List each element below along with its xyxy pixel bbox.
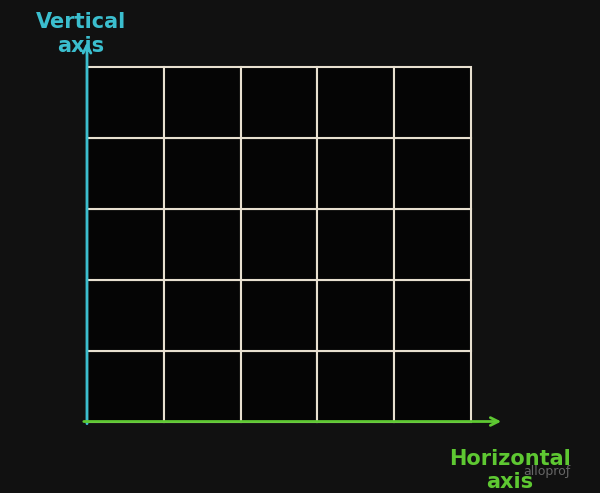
Bar xyxy=(241,280,317,351)
Text: Vertical
axis: Vertical axis xyxy=(36,12,126,56)
Bar xyxy=(87,209,164,280)
Bar xyxy=(317,351,394,422)
Bar xyxy=(164,67,241,138)
Bar xyxy=(241,209,317,280)
Bar xyxy=(317,209,394,280)
Text: Horizontal
axis: Horizontal axis xyxy=(449,449,571,492)
Bar xyxy=(87,280,164,351)
Bar xyxy=(241,138,317,209)
Bar xyxy=(164,280,241,351)
Bar xyxy=(394,280,471,351)
Bar xyxy=(87,138,164,209)
Bar xyxy=(394,351,471,422)
Bar xyxy=(241,351,317,422)
Bar xyxy=(164,209,241,280)
Bar xyxy=(241,67,317,138)
Bar xyxy=(394,138,471,209)
Text: alloproƒ: alloproƒ xyxy=(523,465,570,478)
Bar xyxy=(164,138,241,209)
Bar xyxy=(394,209,471,280)
Bar xyxy=(317,67,394,138)
Bar xyxy=(164,351,241,422)
Bar xyxy=(317,280,394,351)
Bar xyxy=(317,138,394,209)
Bar xyxy=(394,67,471,138)
Bar xyxy=(87,67,164,138)
Bar xyxy=(87,351,164,422)
